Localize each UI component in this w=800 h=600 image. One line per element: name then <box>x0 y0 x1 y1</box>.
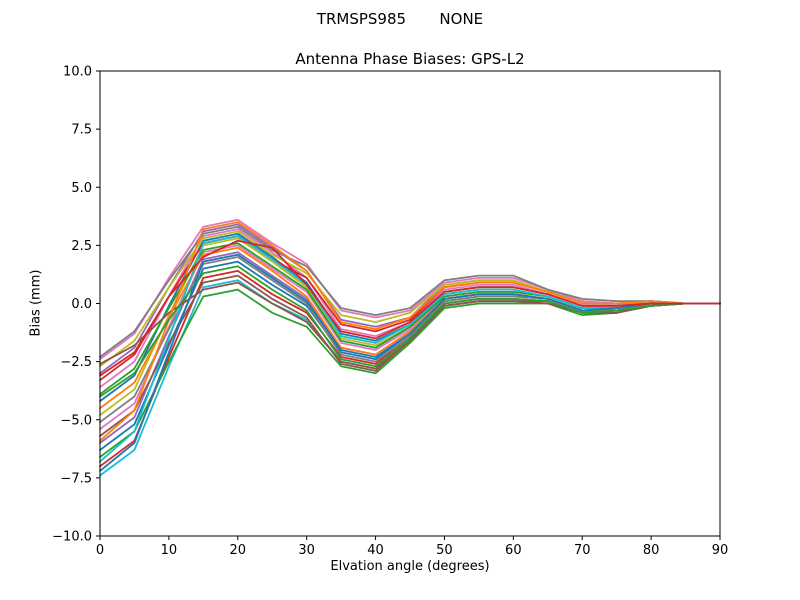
y-tick-label: −10.0 <box>52 530 92 545</box>
suptitle: TRMSPS985 NONE <box>316 10 484 28</box>
y-tick-label: 10.0 <box>63 65 92 80</box>
y-axis-label: Bias (mm) <box>28 269 44 337</box>
y-tick-label: −5.0 <box>60 413 92 428</box>
x-tick-label: 20 <box>230 543 247 558</box>
y-tick-label: 7.5 <box>71 123 92 138</box>
x-tick-label: 30 <box>298 543 315 558</box>
x-tick-label: 0 <box>96 543 104 558</box>
y-tick-label: 2.5 <box>71 239 92 254</box>
x-tick-label: 70 <box>574 543 591 558</box>
y-tick-label: 5.0 <box>71 181 92 196</box>
series-line <box>99 253 721 472</box>
y-tick-label: −7.5 <box>60 471 92 486</box>
series-line <box>99 239 721 377</box>
x-tick-label: 80 <box>643 543 660 558</box>
series-line <box>99 265 721 398</box>
chart-title: Antenna Phase Biases: GPS-L2 <box>295 50 525 68</box>
x-tick-label: 90 <box>712 543 729 558</box>
x-tick-label: 10 <box>161 543 178 558</box>
x-tick-label: 40 <box>367 543 384 558</box>
series-line <box>99 288 721 458</box>
x-tick-label: 60 <box>505 543 522 558</box>
series-line <box>99 251 721 444</box>
y-tick-label: 0.0 <box>71 297 92 312</box>
series-line <box>99 230 721 368</box>
y-tick-label: −2.5 <box>60 355 92 370</box>
series-line <box>99 274 721 437</box>
series-line <box>99 225 721 358</box>
x-axis-label: Elvation angle (degrees) <box>330 559 490 574</box>
series-line <box>99 221 721 442</box>
x-tick-label: 50 <box>436 543 453 558</box>
